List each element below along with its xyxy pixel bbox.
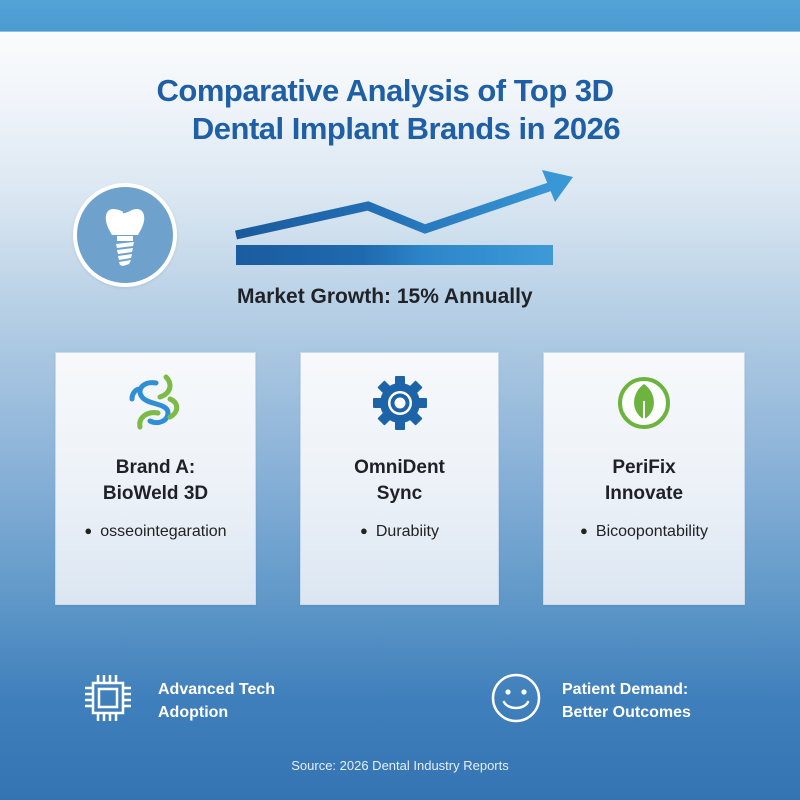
top-banner-bar — [0, 0, 800, 32]
brand-feature: ● Bicoopontability — [580, 523, 708, 540]
brand-card-omnident: OmniDent Sync ● Durabiity — [300, 352, 499, 605]
dna-helix-icon — [126, 373, 186, 438]
trend-arrow-chart-icon — [235, 170, 573, 265]
brand-name: OmniDent Sync — [354, 457, 445, 504]
brand-card-perifix: PeriFix Innovate ● Bicoopontability — [543, 352, 745, 605]
brand-name: Brand A: BioWeld 3D — [102, 457, 209, 504]
smiley-face-icon — [490, 672, 562, 729]
gear-icon — [370, 373, 430, 438]
source-citation: Source: 2026 Dental Industry Reports — [291, 758, 509, 773]
bullet-icon: ● — [84, 523, 93, 538]
brand-feature: ● Durabiity — [360, 523, 439, 540]
brand-name: PeriFix Innovate — [604, 457, 684, 504]
dental-implant-icon — [105, 208, 145, 266]
footer-tech-adoption: Advanced Tech Adoption — [82, 672, 275, 729]
title-line-2: Dental Implant Brands in 2026 — [191, 111, 621, 146]
dental-implant-badge — [73, 183, 177, 287]
bullet-icon: ● — [580, 523, 588, 538]
brand-card-bioweld: Brand A: BioWeld 3D ● osseointegaration — [55, 352, 256, 605]
leaf-icon — [614, 373, 674, 438]
title-line-1: Comparative Analysis of Top 3D — [156, 73, 615, 108]
market-growth-graphic — [230, 160, 590, 275]
bullet-icon: ● — [360, 523, 368, 538]
page-title: Comparative Analysis of Top 3D Dental Im… — [0, 72, 800, 148]
footer-text: Patient Demand: Better Outcomes — [562, 680, 691, 721]
footer-text: Advanced Tech Adoption — [158, 680, 276, 721]
microchip-icon — [82, 672, 158, 729]
footer-patient-demand: Patient Demand: Better Outcomes — [490, 672, 691, 729]
brand-feature: ● osseointegaration — [84, 523, 227, 540]
market-growth-label: Market Growth: 15% Annually — [237, 285, 533, 308]
